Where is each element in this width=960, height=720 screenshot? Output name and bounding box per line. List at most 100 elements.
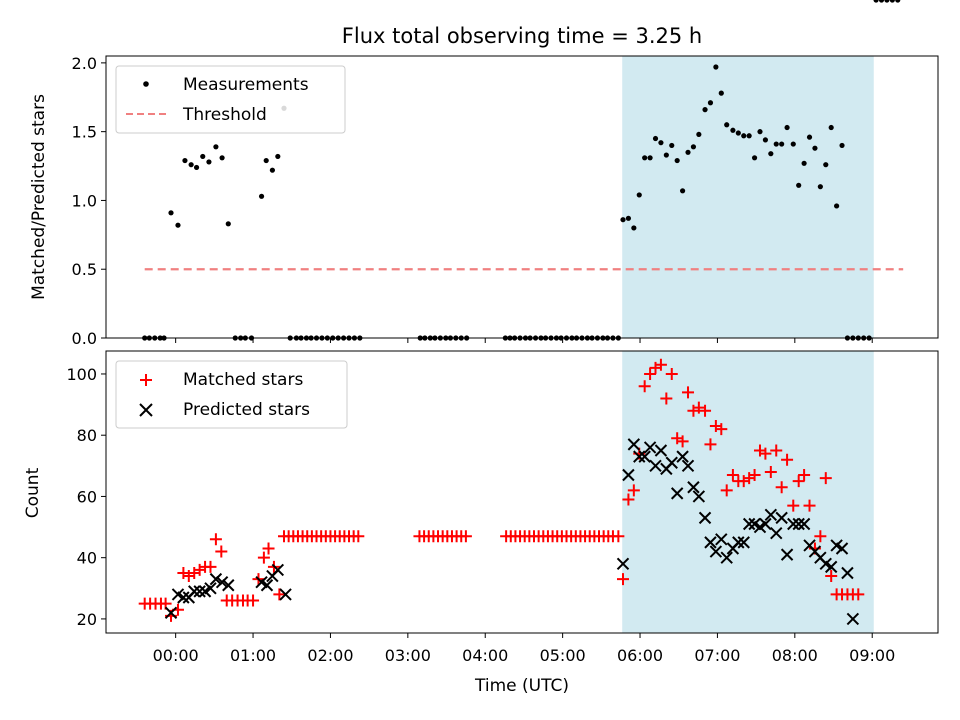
measurement-point [801,160,807,166]
measurement-point [275,153,281,160]
predicted-star-point [643,441,657,454]
bottom-y-tick-label: 80 [77,426,97,445]
predicted-star-point [638,450,651,463]
predicted-star-point [222,579,235,592]
top-shaded-region [622,56,874,338]
legend-predicted-label: Predicted stars [183,400,310,420]
x-tick-label: 04:00 [462,646,508,665]
predicted-star-point [188,585,201,598]
top-y-axis-label: Matched/Predicted stars [29,94,49,300]
predicted-star-point [670,487,684,500]
matched-star-point [825,570,838,583]
matched-star-point [748,469,761,482]
measurement-point [724,122,730,128]
measurement-point [878,0,885,3]
x-tick-label: 07:00 [694,646,740,665]
matched-star-point [257,551,270,564]
predicted-star-point [209,572,223,586]
x-tick-label: 02:00 [307,646,353,665]
matched-star-point [622,493,635,506]
measurement-point [225,221,231,227]
measurement-point [269,167,275,173]
measurement-point [696,131,702,138]
top-y-tick-label: 1.5 [72,123,97,142]
predicted-star-point [271,563,285,577]
bottom-panel: 00:00 01:00 02:00 03:00 04:00 05:00 06:00 07:00… [23,351,939,696]
predicted-star-point [654,444,668,457]
measurement-point [812,145,818,151]
legend-predicted-marker [139,403,153,417]
measurement-point [889,0,895,3]
predicted-star-point [732,536,745,549]
top-y-tick-label: 0.5 [72,260,97,279]
matched-star-point [775,481,788,494]
measurement-point [834,203,840,209]
predicted-star-point [737,536,750,549]
measurement-point [895,0,901,3]
bottom-y-axis-label: Count [23,467,43,518]
legend-threshold-label: Threshold [182,105,267,125]
shaded-observing-window [622,56,874,338]
measurement-point [658,140,664,146]
predicted-star-point [649,459,662,473]
top-panel: 0.00.51.01.52.0 Matched/Predicted stars … [29,0,939,348]
measurement-point [685,149,691,155]
measurement-point [200,153,206,160]
matched-star-point [612,530,625,543]
measurement-point [707,100,714,106]
measurement-point [620,217,626,223]
matched-star-point [262,542,275,555]
matched-star-point [770,444,783,457]
measurement-point [642,155,648,161]
bottom-y-tick-label: 60 [77,487,97,506]
measurement-point [790,141,796,147]
matched-star-point [692,401,705,414]
predicted-star-point [164,606,178,619]
measurement-point [828,124,834,131]
x-tick-label: 01:00 [230,646,276,665]
predicted-star-point [704,536,717,549]
predicted-stars-points [164,438,860,626]
measurement-point [690,144,697,150]
top-axes-frame [105,55,939,339]
top-y-tick-label: 2.0 [72,54,97,73]
x-tick-label: 03:00 [385,646,431,665]
matched-star-point [660,392,673,405]
bottom-y-tick-label: 20 [77,610,97,629]
predicted-star-point [260,579,274,592]
legend-measurements-marker [143,81,149,87]
measurement-point [779,141,785,147]
predicted-star-point [692,490,706,503]
measurement-point [175,222,181,228]
predicted-star-point [846,612,860,626]
top-y-tick-label: 1.0 [72,191,97,210]
predicted-star-point [715,533,728,546]
predicted-star-point [622,468,635,482]
measurement-point [647,155,653,161]
x-tick-label: 06:00 [617,646,663,665]
matched-star-point [273,588,286,601]
legend-matched-label: Matched stars [183,370,303,390]
measurement-point [674,157,680,164]
matched-star-point [627,484,640,497]
measurement-point [193,164,200,171]
measurement-point [773,141,779,147]
bottom-legend: Matched stars Predicted stars [115,360,348,429]
matched-star-point [209,533,222,546]
matched-star-point [798,469,811,482]
predicted-star-point [698,511,712,525]
matched-star-point [247,594,260,607]
measurement-point [806,134,813,140]
matched-star-point [764,465,777,478]
measurement-point [718,90,724,96]
matched-star-point [792,475,805,488]
predicted-star-point [193,585,206,598]
predicted-star-point [759,517,772,531]
matched-star-point [726,469,739,482]
measurement-point [768,151,774,157]
predicted-star-point [616,557,630,571]
measurement-point [735,130,741,136]
matched-star-point [676,435,689,448]
matched-star-point [852,588,865,601]
measurement-point [669,142,675,149]
